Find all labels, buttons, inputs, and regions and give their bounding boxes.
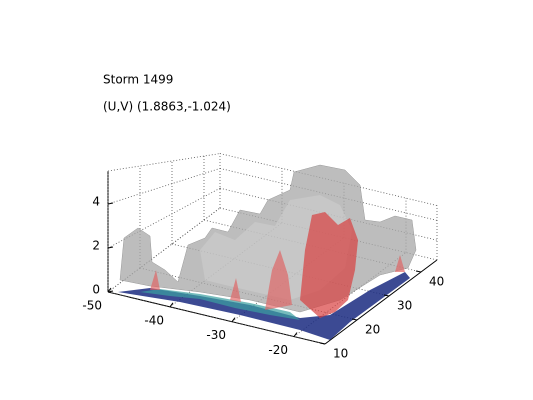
y-tick-label: 10 xyxy=(333,347,348,361)
y-tick xyxy=(351,318,358,321)
floor-slice xyxy=(140,289,300,320)
red-isosurface xyxy=(150,250,405,310)
y-tick-label: 30 xyxy=(397,299,412,313)
grid-line xyxy=(107,168,221,205)
y-tick-label: 40 xyxy=(429,275,444,289)
grid-line xyxy=(107,153,221,172)
z-tick-label: 0 xyxy=(92,283,100,297)
z-tick-label: 4 xyxy=(92,195,100,209)
y-tick-label: 20 xyxy=(365,323,380,337)
x-tick xyxy=(107,287,112,293)
grid-line xyxy=(107,207,221,293)
x-tick xyxy=(231,317,236,323)
z-tick xyxy=(107,290,114,293)
x-tick-label: -20 xyxy=(268,343,288,357)
chart-subtitle: (U,V) (1.8863,-1.024) xyxy=(103,100,231,114)
grid-line xyxy=(107,291,326,345)
x-tick xyxy=(169,302,174,308)
x-tick-label: -30 xyxy=(206,328,226,342)
isosurface-layer xyxy=(118,164,417,340)
z-tick xyxy=(107,202,114,205)
y-tick xyxy=(415,270,422,273)
red-isosurface xyxy=(300,212,358,318)
z-tick xyxy=(107,246,114,249)
y-tick xyxy=(319,342,326,345)
x-tick-label: -40 xyxy=(144,313,164,327)
grid-line xyxy=(293,252,407,337)
x-tick-label: -50 xyxy=(82,299,102,313)
y-tick xyxy=(383,294,390,297)
z-tick-label: 2 xyxy=(92,239,100,253)
y-axis xyxy=(324,259,438,345)
floor-slice xyxy=(118,272,410,340)
x-tick xyxy=(293,332,298,337)
chart-title: Storm 1499 xyxy=(103,73,173,87)
